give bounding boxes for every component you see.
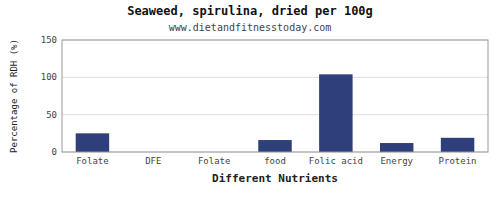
- y-axis: 0 50 100 150: [41, 35, 488, 157]
- chart-container: 0 50 100 150 Folate DFE Folate food Folic acid En…: [0, 0, 500, 200]
- bar: [441, 138, 474, 152]
- bar: [76, 133, 109, 152]
- x-tick-label: DFE: [145, 156, 161, 166]
- y-tick-label: 100: [41, 72, 57, 82]
- y-axis-title: Percentage of RDH (%): [9, 39, 19, 153]
- title: Seaweed, spirulina, dried per 100g: [127, 4, 373, 18]
- chart: 0 50 100 150 Folate DFE Folate food Folic acid En…: [0, 0, 500, 200]
- x-tick-label: food: [264, 156, 286, 166]
- x-tick-label: Folate: [76, 156, 109, 166]
- grid-line: [62, 114, 488, 115]
- x-axis: Folate DFE Folate food Folic acid Energy Prote…: [76, 156, 476, 166]
- bar: [380, 143, 413, 152]
- y-tick-label: 50: [46, 110, 57, 120]
- bar: [319, 74, 352, 152]
- bars: [76, 74, 475, 152]
- grid-line: [62, 77, 488, 78]
- x-tick-label: Folic acid: [309, 156, 363, 166]
- x-tick-label: Protein: [439, 156, 477, 166]
- x-tick-label: Folate: [198, 156, 231, 166]
- x-tick-label: Energy: [380, 156, 413, 166]
- y-tick-label: 0: [52, 147, 57, 157]
- subtitle: www.dietandfitnesstoday.com: [169, 22, 332, 33]
- y-tick-label: 150: [41, 35, 57, 45]
- x-axis-title: Different Nutrients: [212, 172, 338, 185]
- plot-frame: [62, 40, 488, 152]
- bar: [258, 140, 291, 152]
